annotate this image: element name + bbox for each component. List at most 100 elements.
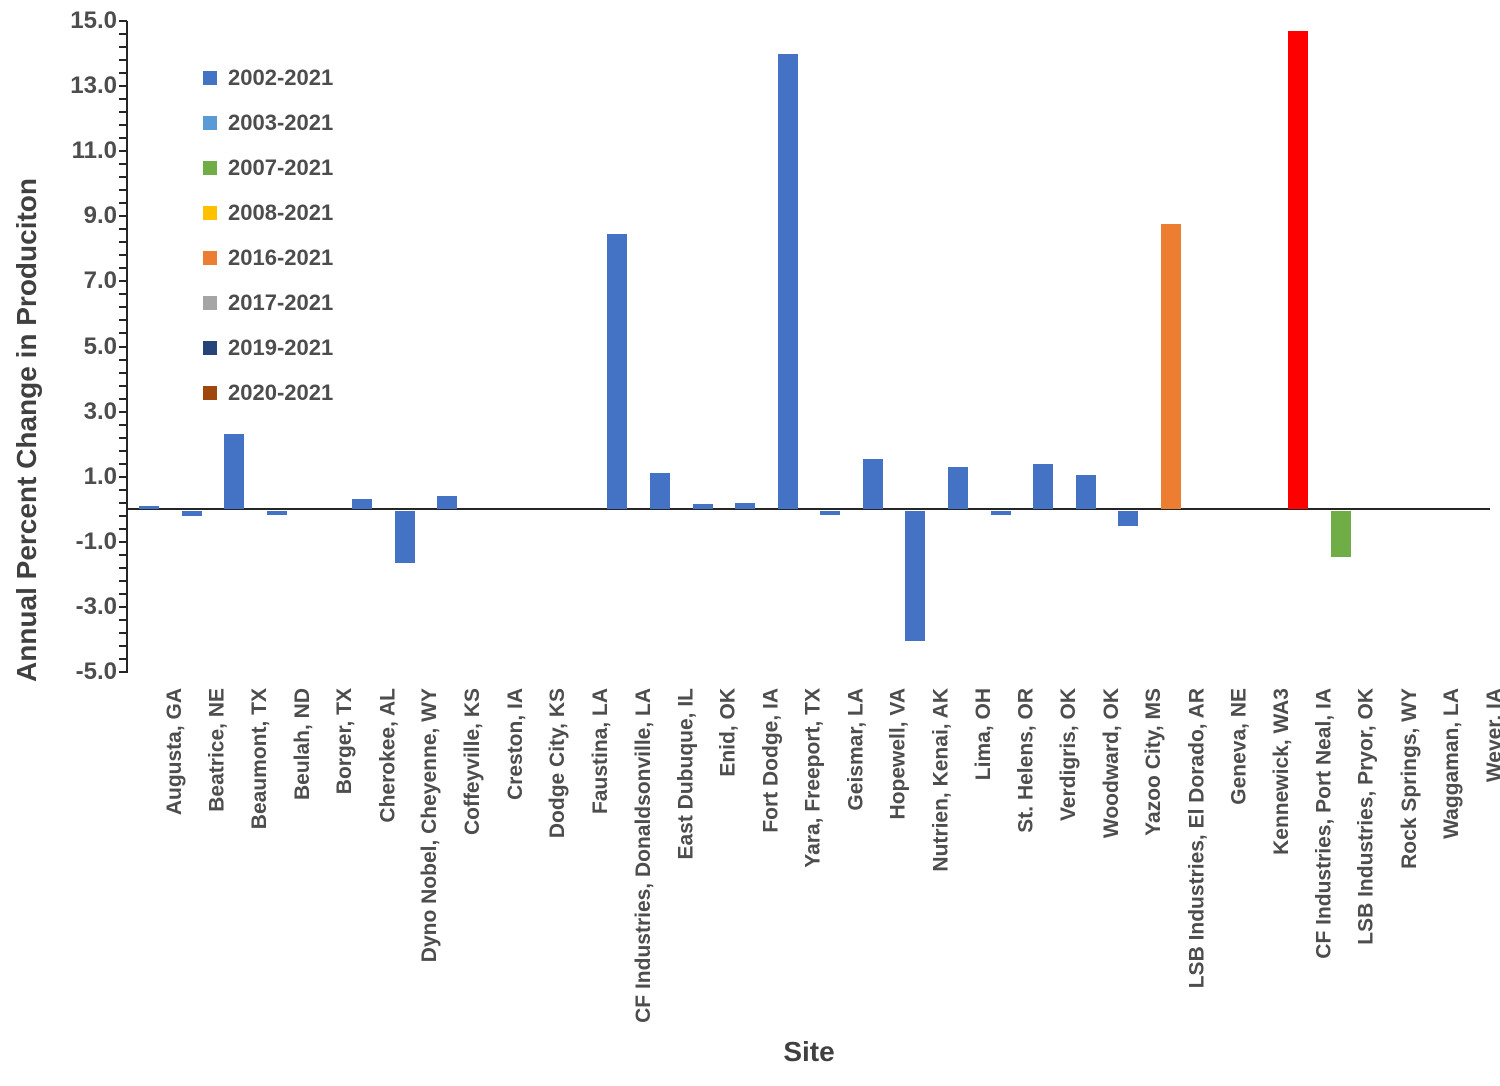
y-axis-tick [119,592,127,595]
y-axis-tick [119,579,127,582]
bar [394,511,415,564]
y-axis-tick [119,280,127,283]
legend-item: 2007-2021 [203,145,333,190]
y-axis-tick [119,59,127,62]
y-axis-tick [119,501,127,504]
bar [990,511,1011,515]
x-tick-label: Kennewick, WA3 [1269,688,1293,855]
y-axis-tick [119,319,127,322]
y-axis-tick [119,566,127,569]
x-tick-label: Hopewell, VA [886,688,910,820]
y-axis-tick [119,202,127,205]
y-axis-tick [119,371,127,374]
y-tick-label: 1.0 [83,462,117,490]
y-tick-label: 5.0 [83,332,117,360]
x-tick-label: LSB Industries, Pryor, OK [1355,688,1379,945]
x-tick-label: Dyno Nobel, Cheyenne, WY [418,688,442,963]
legend-label: 2017-2021 [228,289,334,315]
y-axis-tick [119,189,127,192]
y-tick-label: -3.0 [75,592,117,620]
y-axis-tick [119,293,127,296]
x-tick-label: Faustina, LA [588,688,612,815]
y-axis-tick [119,332,127,335]
bar [777,53,798,510]
y-axis-tick [119,618,127,621]
x-tick-label: Borger, TX [333,688,357,795]
bar [607,234,628,510]
legend-item: 2019-2021 [203,325,333,370]
bar [266,511,287,515]
y-axis-tick [119,228,127,231]
y-axis-tick [119,488,127,491]
legend-swatch-icon [203,385,217,400]
x-tick-label: Waggaman, LA [1440,688,1464,839]
bar [181,511,202,517]
y-axis-tick [119,176,127,179]
y-axis-tick [119,475,127,478]
bar [650,473,671,510]
y-axis-tick [119,462,127,465]
x-tick-label: CF Industries, Donaldsonville, LA [631,688,655,1023]
legend-label: 2008-2021 [228,199,334,225]
y-axis-tick [119,553,127,556]
y-tick-label: 7.0 [83,267,117,295]
y-axis-tick [119,423,127,426]
y-axis-tick [119,111,127,114]
x-tick-label: Lima, OH [971,688,995,781]
bar [352,499,373,510]
legend-item: 2008-2021 [203,190,333,235]
legend-swatch-icon [203,160,217,175]
x-tick-label: Coffeyville, KS [461,688,485,836]
y-axis-tick [119,657,127,660]
x-tick-label: Creston, IA [503,688,527,801]
x-axis-zero-line [126,508,1490,510]
y-axis-tick [119,306,127,309]
y-axis-tick [119,527,127,530]
x-tick-label: CF Industries, Port Neal, IA [1312,688,1336,959]
legend-swatch-icon [203,205,217,220]
x-tick-label: Verdigris, OK [1057,688,1081,822]
x-tick-label: Cherokee, AL [376,688,400,823]
y-axis-tick [119,72,127,75]
y-axis-tick [119,124,127,127]
y-axis-tick [119,85,127,88]
y-tick-label: -5.0 [75,658,117,685]
x-tick-label: Geismar, LA [844,688,868,811]
x-tick-label: St. Helens, OR [1014,688,1038,833]
x-tick-label: Beulah, ND [290,688,314,801]
y-axis-line [126,21,128,673]
legend-label: 2016-2021 [228,244,334,270]
bar [224,434,245,510]
legend-swatch-icon [203,340,217,355]
y-axis-tick [119,397,127,400]
legend-item: 2020-2021 [203,370,333,415]
y-axis-tick [119,46,127,49]
y-axis-tick [119,215,127,218]
y-tick-label: -1.0 [75,527,117,555]
chart-legend: 2002-2021 2003-2021 2007-2021 2008-2021 2016… [203,55,333,415]
y-tick-label: 9.0 [83,202,117,230]
y-tick-label: 11.0 [71,137,117,165]
y-axis-tick [119,33,127,36]
x-tick-label: Yara, Freeport, TX [801,688,825,868]
y-axis-tick [119,540,127,543]
legend-label: 2002-2021 [228,64,334,90]
bar [1160,224,1181,510]
y-axis-tick [119,384,127,387]
y-tick-label: 15.0 [70,7,117,34]
y-axis-tick [119,345,127,348]
y-axis-tick [119,514,127,517]
legend-label: 2019-2021 [228,334,334,360]
bar [820,511,841,515]
x-tick-label: LSB Industries, El Dorado, AR [1184,688,1208,989]
bar [1033,463,1054,510]
y-axis-tick [119,410,127,413]
legend-swatch-icon [203,250,217,265]
legend-label: 2020-2021 [228,379,334,405]
legend-item: 2017-2021 [203,280,333,325]
bar [692,504,713,510]
x-tick-label: Nutrien, Kenai, AK [929,688,953,872]
y-axis-tick [119,150,127,153]
legend-label: 2003-2021 [228,109,334,135]
y-axis-tick [119,241,127,244]
